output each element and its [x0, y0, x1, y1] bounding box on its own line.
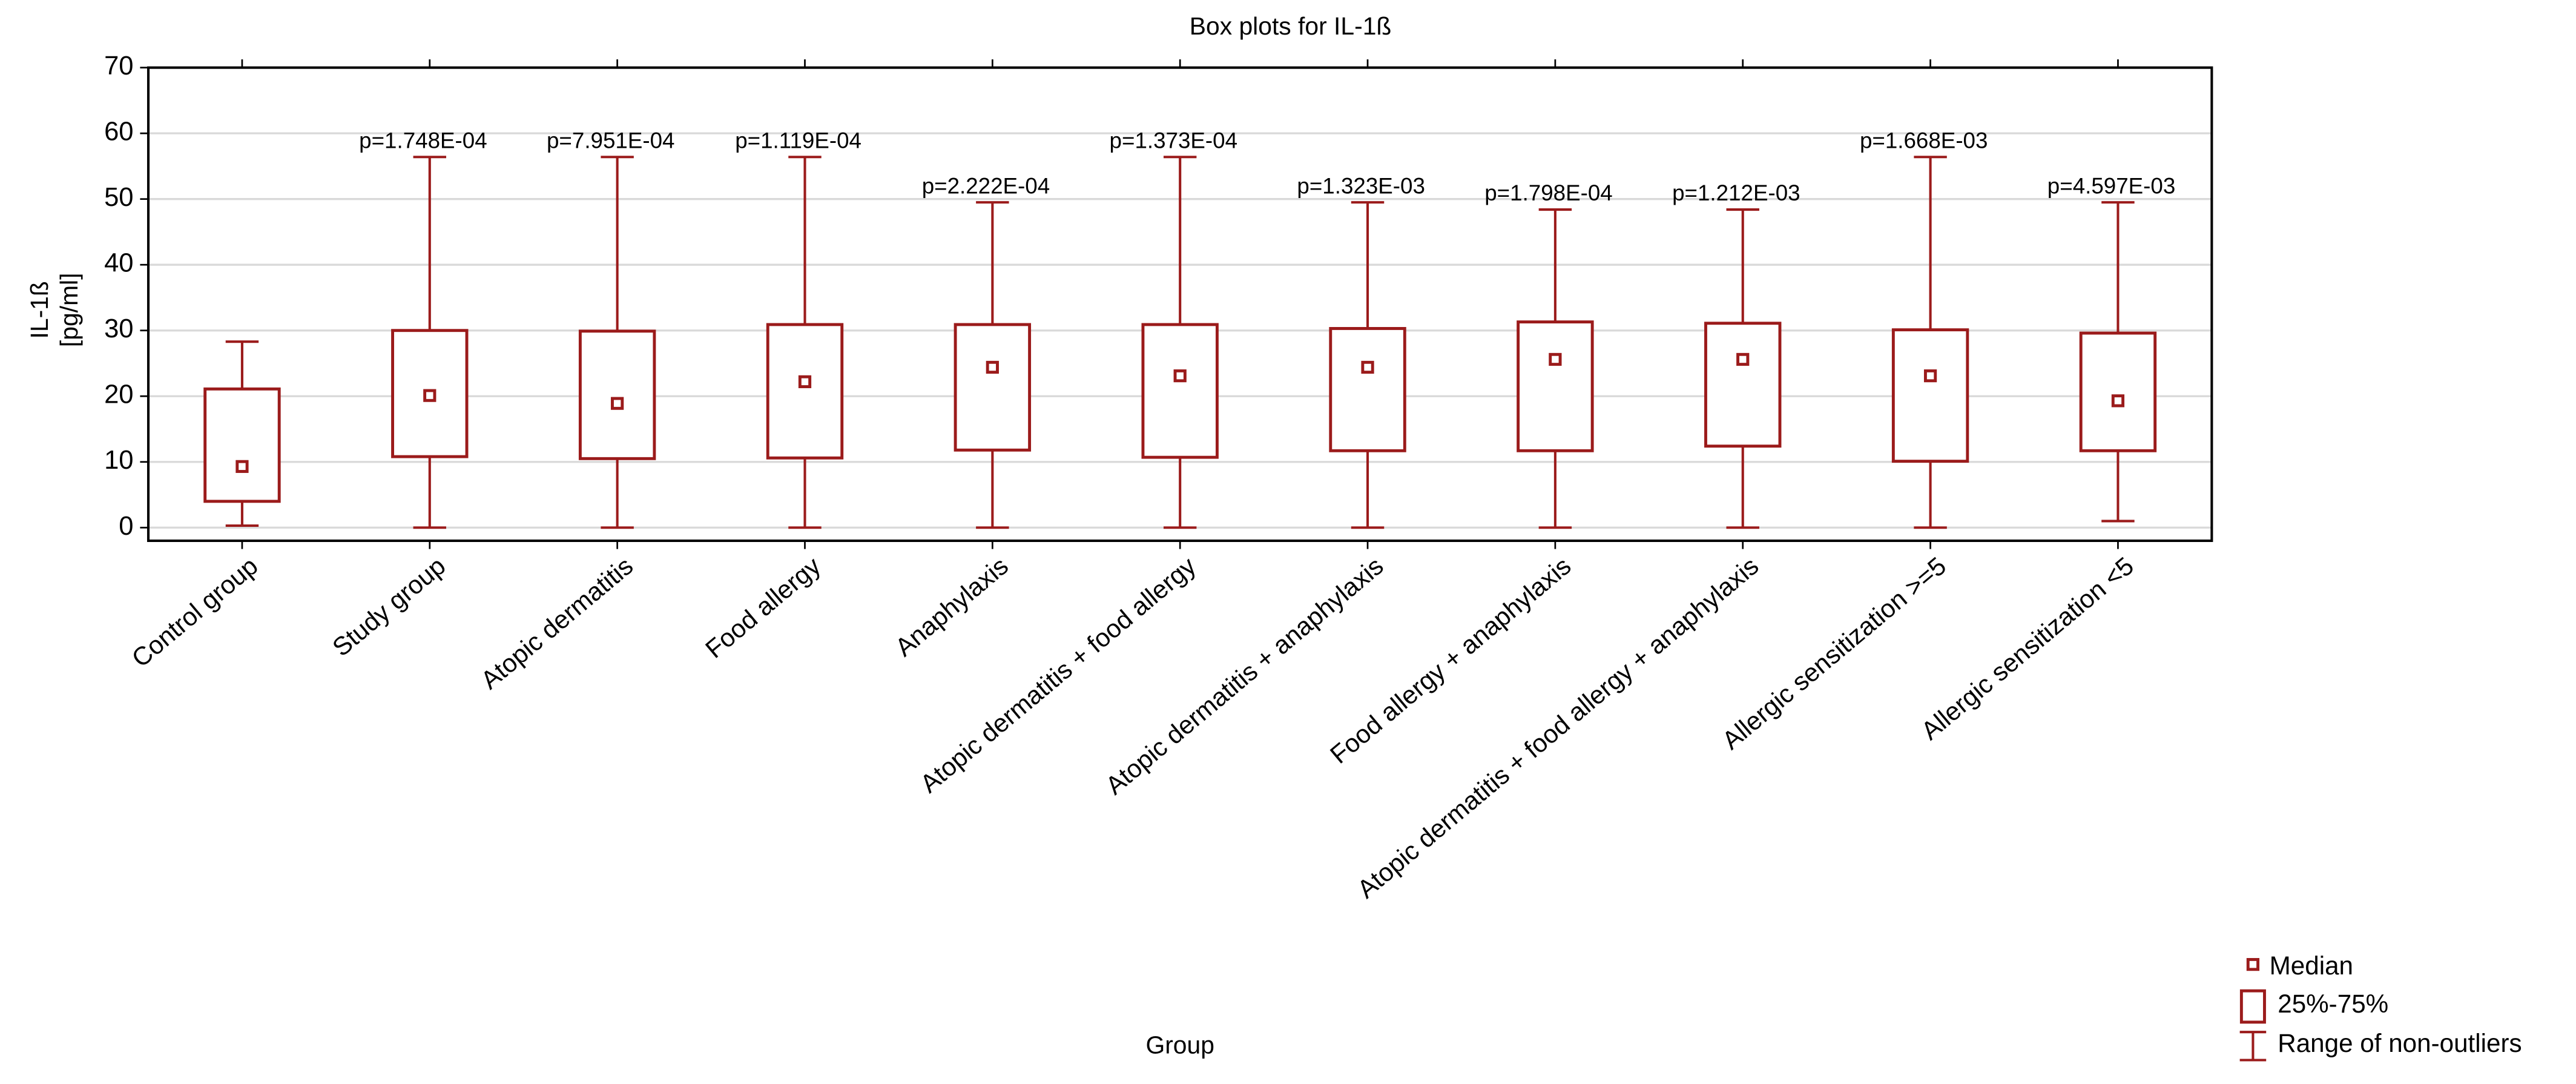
y-tick-label: 50: [104, 183, 133, 212]
y-tick-label: 10: [104, 446, 133, 475]
p-value-label: p=1.668E-03: [1860, 128, 1988, 153]
box: [766, 323, 844, 460]
y-tick-label: 60: [104, 117, 133, 147]
median-marker: [1736, 352, 1750, 366]
median-marker: [423, 389, 436, 402]
median-marker: [1923, 369, 1937, 383]
p-value-label: p=4.597E-03: [2047, 173, 2175, 198]
box: [2079, 331, 2157, 452]
y-tick-label: 40: [104, 249, 133, 278]
y-tick-label: 20: [104, 380, 133, 409]
box: [203, 387, 281, 503]
y-axis-label: IL-1ß: [25, 281, 53, 339]
median-marker: [2111, 394, 2125, 408]
box: [1329, 327, 1406, 452]
box: [578, 329, 656, 460]
p-value-label: p=1.323E-03: [1297, 173, 1425, 198]
x-tick-label: Anaphylaxis: [890, 551, 1013, 661]
y-tick-label: 30: [104, 314, 133, 343]
median-marker: [236, 460, 249, 473]
p-value-label: p=7.951E-04: [547, 128, 675, 153]
p-value-label: p=2.222E-04: [922, 173, 1050, 198]
median-marker: [1361, 360, 1374, 374]
box: [1517, 320, 1594, 452]
legend-label: Median: [2270, 951, 2353, 980]
x-tick-label: Control group: [127, 551, 263, 672]
legend-label: 25%-75%: [2278, 990, 2388, 1018]
box: [1891, 328, 1969, 463]
legend-label: Range of non-outliers: [2278, 1029, 2522, 1057]
x-axis-label: Group: [1145, 1031, 1214, 1059]
box: [1141, 323, 1219, 459]
y-tick-label: 0: [119, 512, 133, 541]
x-tick-label: Study group: [327, 551, 450, 661]
x-tick-label: Atopic dermatitis: [475, 551, 638, 694]
x-tick-label: Atopic dermatitis + food allergy + anaph…: [1352, 551, 1764, 904]
x-tick-label: Food allergy: [700, 551, 826, 664]
y-tick-label: 70: [104, 51, 133, 81]
p-value-label: p=1.798E-04: [1484, 180, 1613, 205]
median-marker: [1173, 369, 1187, 383]
p-value-label: p=1.373E-04: [1110, 128, 1238, 153]
chart-title: Box plots for IL-1ß: [1190, 12, 1392, 40]
box: [1704, 322, 1782, 448]
y-axis-label: [pg/ml]: [55, 273, 83, 348]
median-marker: [798, 375, 812, 388]
x-tick-label: Allergic sensitization <5: [1916, 551, 2139, 745]
median-marker: [611, 397, 624, 410]
p-value-label: p=1.119E-04: [735, 128, 861, 153]
legend-box-symbol: [2239, 989, 2266, 1024]
median-marker: [1549, 352, 1562, 366]
legend-median-symbol: [2246, 957, 2260, 971]
p-value-label: p=1.212E-03: [1672, 180, 1800, 205]
box: [954, 323, 1032, 452]
p-value-label: p=1.748E-04: [359, 128, 487, 153]
median-marker: [986, 360, 999, 374]
